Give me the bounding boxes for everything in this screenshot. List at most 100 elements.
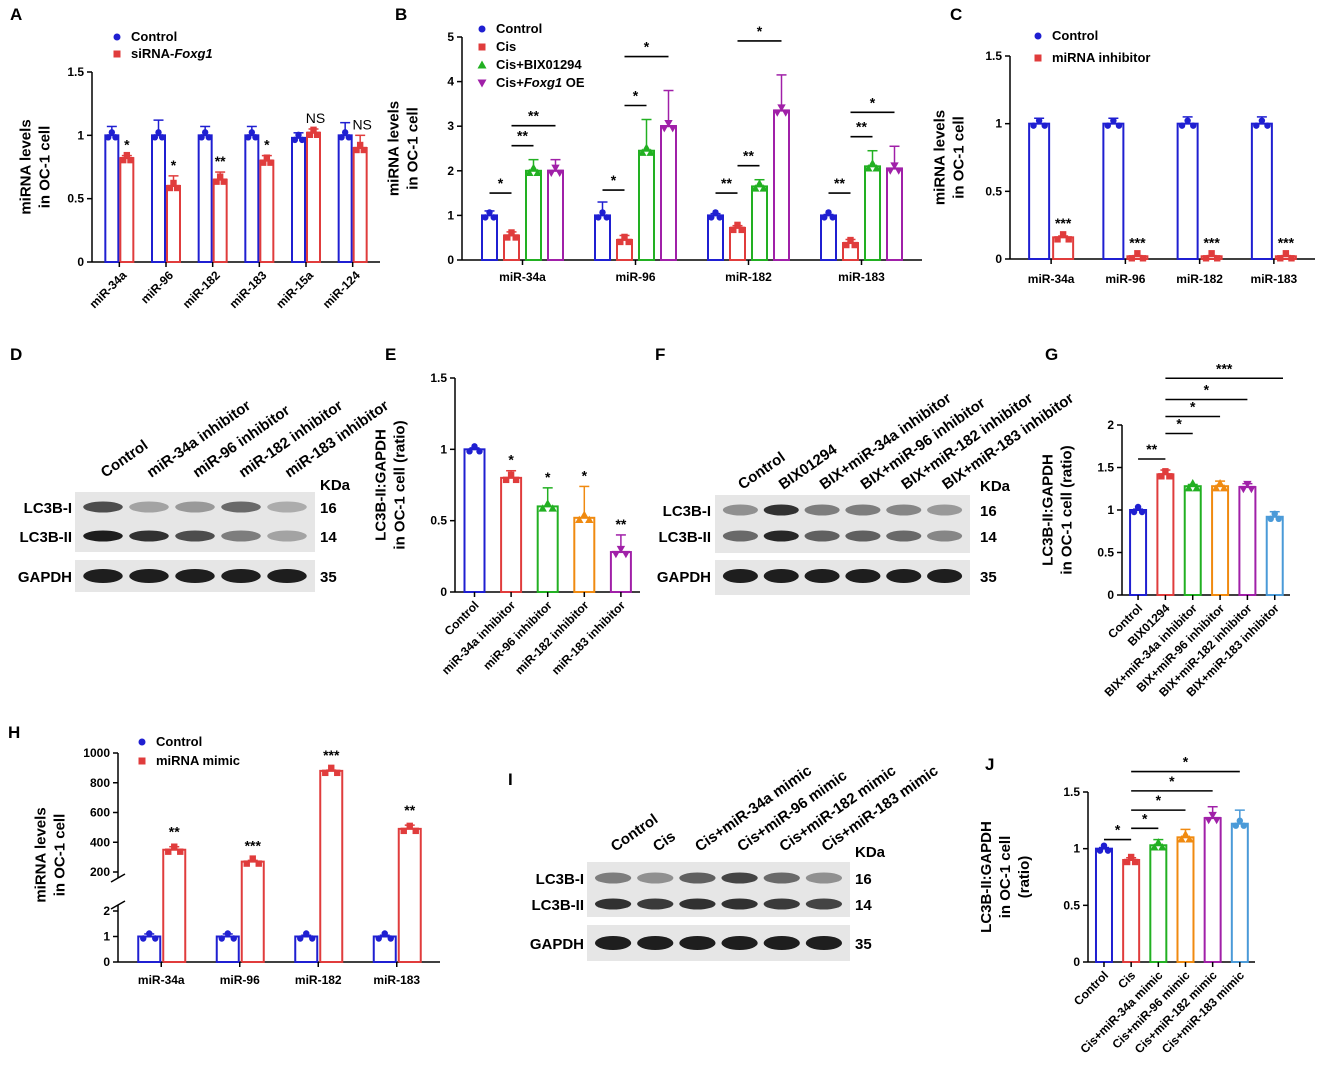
data-point [821, 214, 828, 221]
lane-label: Control [98, 437, 151, 482]
western-band [679, 898, 716, 910]
data-point [547, 169, 556, 177]
legend-label-part: siRNA- [131, 46, 174, 61]
x-tick-label: miR-183 [373, 973, 420, 987]
data-point [1138, 508, 1146, 516]
data-point [886, 167, 895, 175]
data-point [755, 179, 764, 187]
western-band [805, 936, 843, 950]
significance-label: * [1183, 754, 1189, 770]
western-band [886, 530, 922, 542]
data-point [1288, 255, 1295, 262]
data-point [412, 827, 419, 835]
data-point [1139, 255, 1147, 262]
x-tick-label: miR-183 [1251, 272, 1298, 286]
data-point [216, 173, 224, 180]
bar-Control-miR-183 [244, 134, 260, 263]
significance-label: NS [306, 110, 325, 126]
data-point [230, 935, 237, 942]
y-axis-label: miRNA levels [386, 101, 403, 196]
legend-label-part: Control [131, 29, 177, 44]
data-point [1035, 117, 1043, 124]
western-band [594, 898, 632, 910]
data-point [201, 129, 209, 136]
significance-label: * [582, 467, 588, 483]
data-point [646, 148, 655, 156]
x-tick-label: miR-96 [1105, 272, 1145, 286]
bar-Cis+miR-34a mimic [1149, 844, 1168, 963]
panel-label-F: F [655, 345, 665, 364]
data-point [773, 109, 782, 117]
data-point [1264, 122, 1271, 129]
data-point [1239, 485, 1248, 494]
kda-marker: 14 [980, 529, 997, 546]
panel-label-E: E [385, 345, 396, 364]
data-point [1054, 236, 1061, 243]
bar-siRNA-Foxg1-miR-34a [119, 157, 135, 263]
data-point [198, 134, 205, 141]
significance-label: * [545, 469, 551, 485]
data-point [664, 120, 673, 128]
data-point [400, 827, 407, 835]
data-point [1158, 843, 1167, 851]
significance-label: * [1176, 416, 1182, 432]
data-point [123, 151, 131, 159]
legend-label-part: Cis+BIX01294 [496, 57, 582, 72]
legend-label: siRNA-Foxg1 [131, 46, 213, 61]
data-point [490, 214, 497, 221]
data-point [1277, 255, 1284, 262]
data-point [165, 848, 172, 855]
data-point [406, 822, 413, 830]
data-point [575, 515, 584, 524]
data-point [599, 209, 606, 216]
data-point [642, 143, 651, 151]
bar-Control-miR-34a [1028, 122, 1051, 260]
data-point [213, 178, 220, 185]
bar-siRNA-Foxg1-miR-124 [352, 147, 368, 263]
band-row-label: LC3B-I [536, 871, 584, 888]
x-tick-label: miR-182 [180, 268, 223, 311]
data-point [508, 229, 515, 236]
data-point [751, 184, 760, 192]
significance-label: *** [1129, 235, 1146, 251]
data-point [345, 134, 353, 141]
data-point [486, 209, 493, 216]
data-point [1131, 858, 1139, 866]
bar-Control-miR-124 [337, 134, 353, 263]
legend-label-part: Foxg1 [174, 46, 212, 61]
legend-label: Cis [496, 39, 516, 54]
significance-label: * [264, 137, 270, 153]
bar-Cis+Foxg1 OE-miR-96 [660, 125, 677, 261]
data-point [267, 159, 274, 166]
legend-label: Control [156, 734, 202, 749]
data-point [476, 448, 483, 455]
bar-Control [463, 448, 486, 594]
x-tick-label: miR-96 [615, 270, 655, 284]
x-tick-label: miR-34a [87, 268, 130, 311]
legend-marker [138, 738, 146, 746]
significance-label: *** [1203, 235, 1220, 251]
band-row-label: LC3B-I [663, 503, 711, 520]
data-point [252, 134, 259, 141]
data-point [471, 443, 478, 450]
y-tick-label: 5 [447, 30, 454, 44]
western-band [221, 530, 261, 542]
y-tick-label: 600 [90, 806, 110, 820]
significance-label: ** [834, 175, 845, 191]
significance-label: *** [1055, 215, 1072, 231]
data-point [1128, 255, 1135, 262]
legend-label: Cis+Foxg1 OE [496, 75, 585, 90]
data-point [338, 134, 345, 141]
panel-label-C: C [950, 5, 962, 24]
data-point [1208, 811, 1217, 820]
western-band [721, 898, 758, 910]
y-tick-label: 0.5 [1063, 898, 1080, 912]
bar-Control [1129, 509, 1148, 596]
x-tick-label: miR-182 [1176, 272, 1223, 286]
legend-label: Control [496, 21, 542, 36]
significance-label: ** [1146, 441, 1157, 457]
data-point [1267, 515, 1274, 522]
western-band [763, 569, 799, 583]
